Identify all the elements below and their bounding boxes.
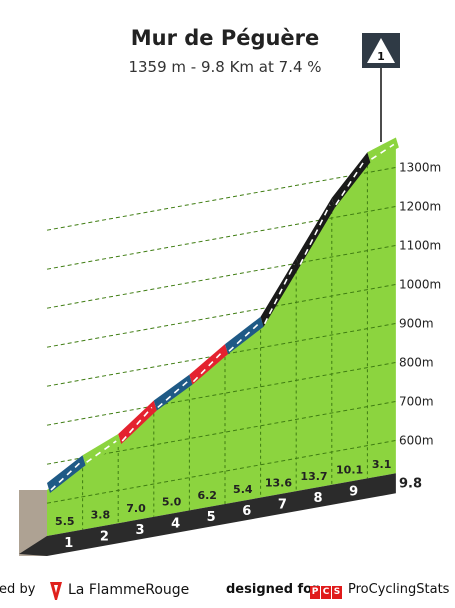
grid-line-600 <box>46 439 396 504</box>
road-centre-line <box>299 204 331 265</box>
road-segment-km-2 <box>82 434 122 466</box>
road-centre-line <box>192 350 224 383</box>
mountain-icon <box>367 38 395 63</box>
elevation-profile-chart: 5.5 3.8 7.0 5.0 6.2 5.4 13.6 13.7 10.1 3.1 1 2 3 4 5 6 7… <box>19 33 441 556</box>
y-tick-1200: 1200m <box>399 199 441 213</box>
road-centre-line <box>335 158 367 206</box>
climb-title: Mur de Péguère <box>130 26 320 50</box>
road-segment-km-5 <box>189 344 228 385</box>
grid-line-1100 <box>46 244 396 309</box>
profile-grid-layer <box>46 165 396 530</box>
km-marker-9: 9 <box>349 485 358 500</box>
y-tick-900: 900m <box>399 316 434 330</box>
pcs-letter-p: P <box>310 586 320 599</box>
footer: red by La FlammeRouge designed for PCS P… <box>0 582 455 604</box>
km-bar <box>19 473 396 556</box>
road-centre-line <box>121 406 153 442</box>
la-flamme-rouge-logo-text[interactable]: La FlammeRouge <box>68 582 190 598</box>
road-segment-km-3 <box>118 400 157 445</box>
gradient-label-km-7: 13.6 <box>265 476 292 489</box>
gradient-label-km-8: 13.7 <box>300 470 327 483</box>
road-centre-line <box>370 143 395 160</box>
grid-line-1000 <box>46 283 396 348</box>
y-tick-1100: 1100m <box>399 238 441 252</box>
km-marker-7: 7 <box>278 497 287 512</box>
credit-text: red by <box>0 582 36 597</box>
profile-fill-layer <box>19 144 396 556</box>
profile-road-layer <box>47 137 399 493</box>
category-badge: 1 <box>362 33 400 142</box>
designed-for-text: designed for <box>226 582 319 597</box>
km-marker-5: 5 <box>207 510 216 525</box>
profile-base-layer <box>19 490 47 556</box>
gradient-label-km-3: 7.0 <box>126 502 146 515</box>
km-marker-2: 2 <box>100 529 109 544</box>
y-tick-800: 800m <box>399 355 434 369</box>
km-marker-3: 3 <box>135 523 144 538</box>
gradient-label-km-9: 10.1 <box>336 464 363 477</box>
km-marker-1: 1 <box>64 536 73 551</box>
pcs-letter-c: C <box>321 586 331 599</box>
grid-line-700 <box>46 400 396 465</box>
grid-line-1200 <box>46 205 396 270</box>
gradient-label-km-6: 5.4 <box>233 483 253 496</box>
category-badge-number: 1 <box>377 50 385 63</box>
road-segment-km-6 <box>225 316 264 355</box>
gradient-label-km-5: 6.2 <box>197 489 217 502</box>
grid-line-800 <box>46 361 396 426</box>
gradient-label-km-9.8: 3.1 <box>372 458 392 471</box>
road-segment-km-4 <box>153 374 193 411</box>
climb-subtitle: 1359 m - 9.8 Km at 7.4 % <box>128 58 322 76</box>
profile-fill <box>47 144 396 536</box>
gradient-label-km-1: 5.5 <box>55 515 75 528</box>
road-centre-line <box>50 461 82 491</box>
road-centre-line <box>263 264 295 325</box>
km-marker-4: 4 <box>171 517 180 532</box>
road-centre-line <box>228 323 260 352</box>
y-tick-1300: 1300m <box>399 160 441 174</box>
profile-text-layer: 5.5 3.8 7.0 5.0 6.2 5.4 13.6 13.7 10.1 3.1 1 2 3 4 5 6 7… <box>55 160 441 550</box>
procyclingstats-link[interactable]: ProCyclingStats <box>348 582 450 597</box>
base-shade <box>19 490 47 554</box>
y-tick-600: 600m <box>399 433 434 447</box>
flame-rouge-icon <box>50 582 62 600</box>
y-tick-1000: 1000m <box>399 277 441 291</box>
road-segment-km-1 <box>47 455 86 493</box>
grid-line-1300 <box>46 166 396 231</box>
gradient-label-km-2: 3.8 <box>91 508 111 521</box>
km-marker-6: 6 <box>242 504 251 519</box>
gradient-label-km-4: 5.0 <box>162 496 182 509</box>
distance-label: 9.8 <box>399 476 422 491</box>
pcs-letter-s: S <box>332 586 342 599</box>
y-tick-700: 700m <box>399 394 434 408</box>
km-marker-8: 8 <box>313 491 322 506</box>
